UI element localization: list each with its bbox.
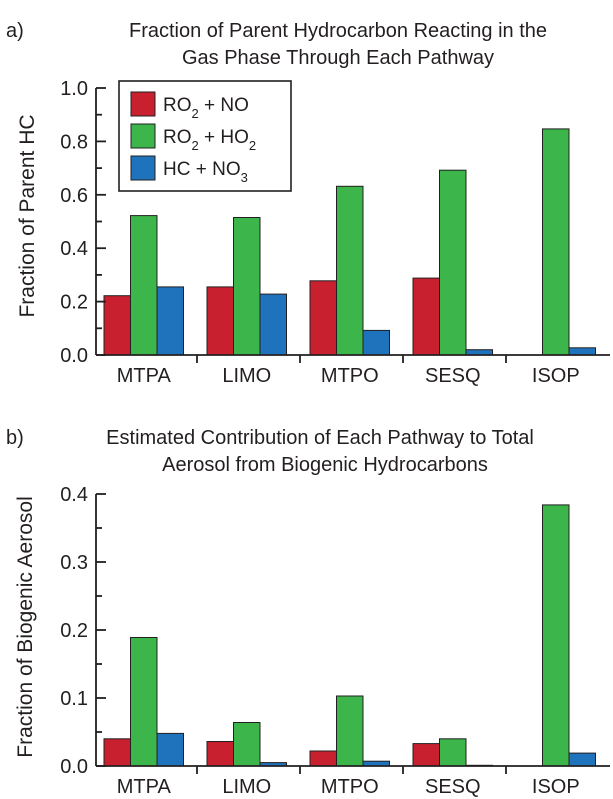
legend-swatch-hc-no3 bbox=[130, 155, 156, 181]
panel-a-bar-limo-ro2-no bbox=[206, 286, 234, 356]
panel-b-bar-isop-ro2-ho2 bbox=[542, 504, 570, 767]
panel-b-bar-mtpa-ro2-no bbox=[103, 738, 131, 767]
legend-label-ro2-no: RO2 + NO bbox=[163, 95, 249, 121]
panel-a-bar-mtpo-hc-no3 bbox=[362, 329, 390, 356]
panel-a-ytick-label: 0.6 bbox=[60, 185, 88, 207]
panel-a-xtick-label: MTPA bbox=[117, 365, 172, 387]
panel-a-xtick-label: LIMO bbox=[222, 365, 271, 387]
legend-label-hc-no3: HC + NO3 bbox=[163, 159, 248, 185]
panel-b-ytick-label: 0.3 bbox=[60, 552, 88, 574]
panel-a-bar-mtpo-ro2-ho2 bbox=[336, 185, 364, 356]
legend-label-ro2-ho2: RO2 + HO2 bbox=[163, 127, 256, 153]
panel-a-bar-isop-hc-no3 bbox=[568, 347, 596, 356]
panel-b-ylabel: Fraction of Biogenic Aerosol bbox=[14, 496, 37, 757]
panel-b-ytick-label: 0.1 bbox=[60, 688, 88, 710]
panel-b-xtick-label: MTPO bbox=[321, 776, 379, 798]
panel-a-ytick-label: 0.4 bbox=[60, 238, 88, 260]
panel-a-bar-limo-ro2-ho2 bbox=[233, 217, 261, 356]
panel-b-bar-limo-ro2-ho2 bbox=[233, 722, 261, 767]
panel-b-ytick-label: 0.4 bbox=[60, 484, 88, 506]
panel-a-ytick-label: 0.8 bbox=[60, 131, 88, 153]
panel-a-bar-isop-ro2-ho2 bbox=[542, 128, 570, 356]
panel-a-bar-limo-hc-no3 bbox=[259, 293, 287, 356]
panel-b-xtick-label: ISOP bbox=[532, 776, 580, 798]
panel-b-bar-limo-ro2-no bbox=[206, 741, 234, 767]
panel-a-label: a) bbox=[6, 20, 24, 42]
panel-b-xtick-label: MTPA bbox=[117, 776, 172, 798]
panel-a-bar-sesq-ro2-ho2 bbox=[439, 169, 467, 356]
legend: RO2 + NO RO2 + HO2 HC + NO3 bbox=[118, 80, 292, 192]
legend-swatch-ro2-no bbox=[130, 91, 156, 117]
panel-b-bar-mtpo-ro2-no bbox=[309, 750, 337, 767]
panel-a-bar-sesq-ro2-no bbox=[412, 277, 440, 356]
panel-a-ytick-label: 0.0 bbox=[60, 345, 88, 367]
panel-a-xtick-label: MTPO bbox=[321, 365, 379, 387]
panel-b-bar-sesq-ro2-no bbox=[412, 743, 440, 767]
legend-swatch-ro2-ho2 bbox=[130, 123, 156, 149]
panel-a-bar-mtpa-ro2-ho2 bbox=[130, 215, 158, 356]
panel-b-xtick-label: SESQ bbox=[425, 776, 481, 798]
panel-b-title-line1: Estimated Contribution of Each Pathway t… bbox=[106, 427, 534, 449]
panel-b-bar-mtpa-hc-no3 bbox=[156, 732, 184, 767]
panel-a-ytick-label: 1.0 bbox=[60, 78, 88, 100]
panel-b-bar-mtpa-ro2-ho2 bbox=[130, 637, 158, 767]
panel-b-xtick-label: LIMO bbox=[222, 776, 271, 798]
panel-a-bar-mtpa-hc-no3 bbox=[156, 286, 184, 356]
panel-b-bar-sesq-ro2-ho2 bbox=[439, 738, 467, 767]
panel-a-xtick-label: ISOP bbox=[532, 365, 580, 387]
panel-a-title-line2: Gas Phase Through Each Pathway bbox=[182, 47, 494, 69]
panel-a-xtick-label: SESQ bbox=[425, 365, 481, 387]
panel-b-title-line2: Aerosol from Biogenic Hydrocarbons bbox=[162, 454, 488, 476]
panel-a-ytick-label: 0.2 bbox=[60, 292, 88, 314]
panel-b-ytick-label: 0.2 bbox=[60, 620, 88, 642]
panel-b-bar-isop-hc-no3 bbox=[568, 752, 596, 767]
panel-b-ytick-label: 0.0 bbox=[60, 756, 88, 778]
panel-b-bar-mtpo-ro2-ho2 bbox=[336, 695, 364, 767]
panel-a-bar-mtpo-ro2-no bbox=[309, 280, 337, 356]
panel-a-ylabel: Fraction of Parent HC bbox=[16, 114, 39, 317]
panel-b-label: b) bbox=[6, 427, 24, 449]
panel-a-bar-mtpa-ro2-no bbox=[103, 295, 131, 356]
panel-a-title-line1: Fraction of Parent Hydrocarbon Reacting … bbox=[129, 20, 547, 42]
